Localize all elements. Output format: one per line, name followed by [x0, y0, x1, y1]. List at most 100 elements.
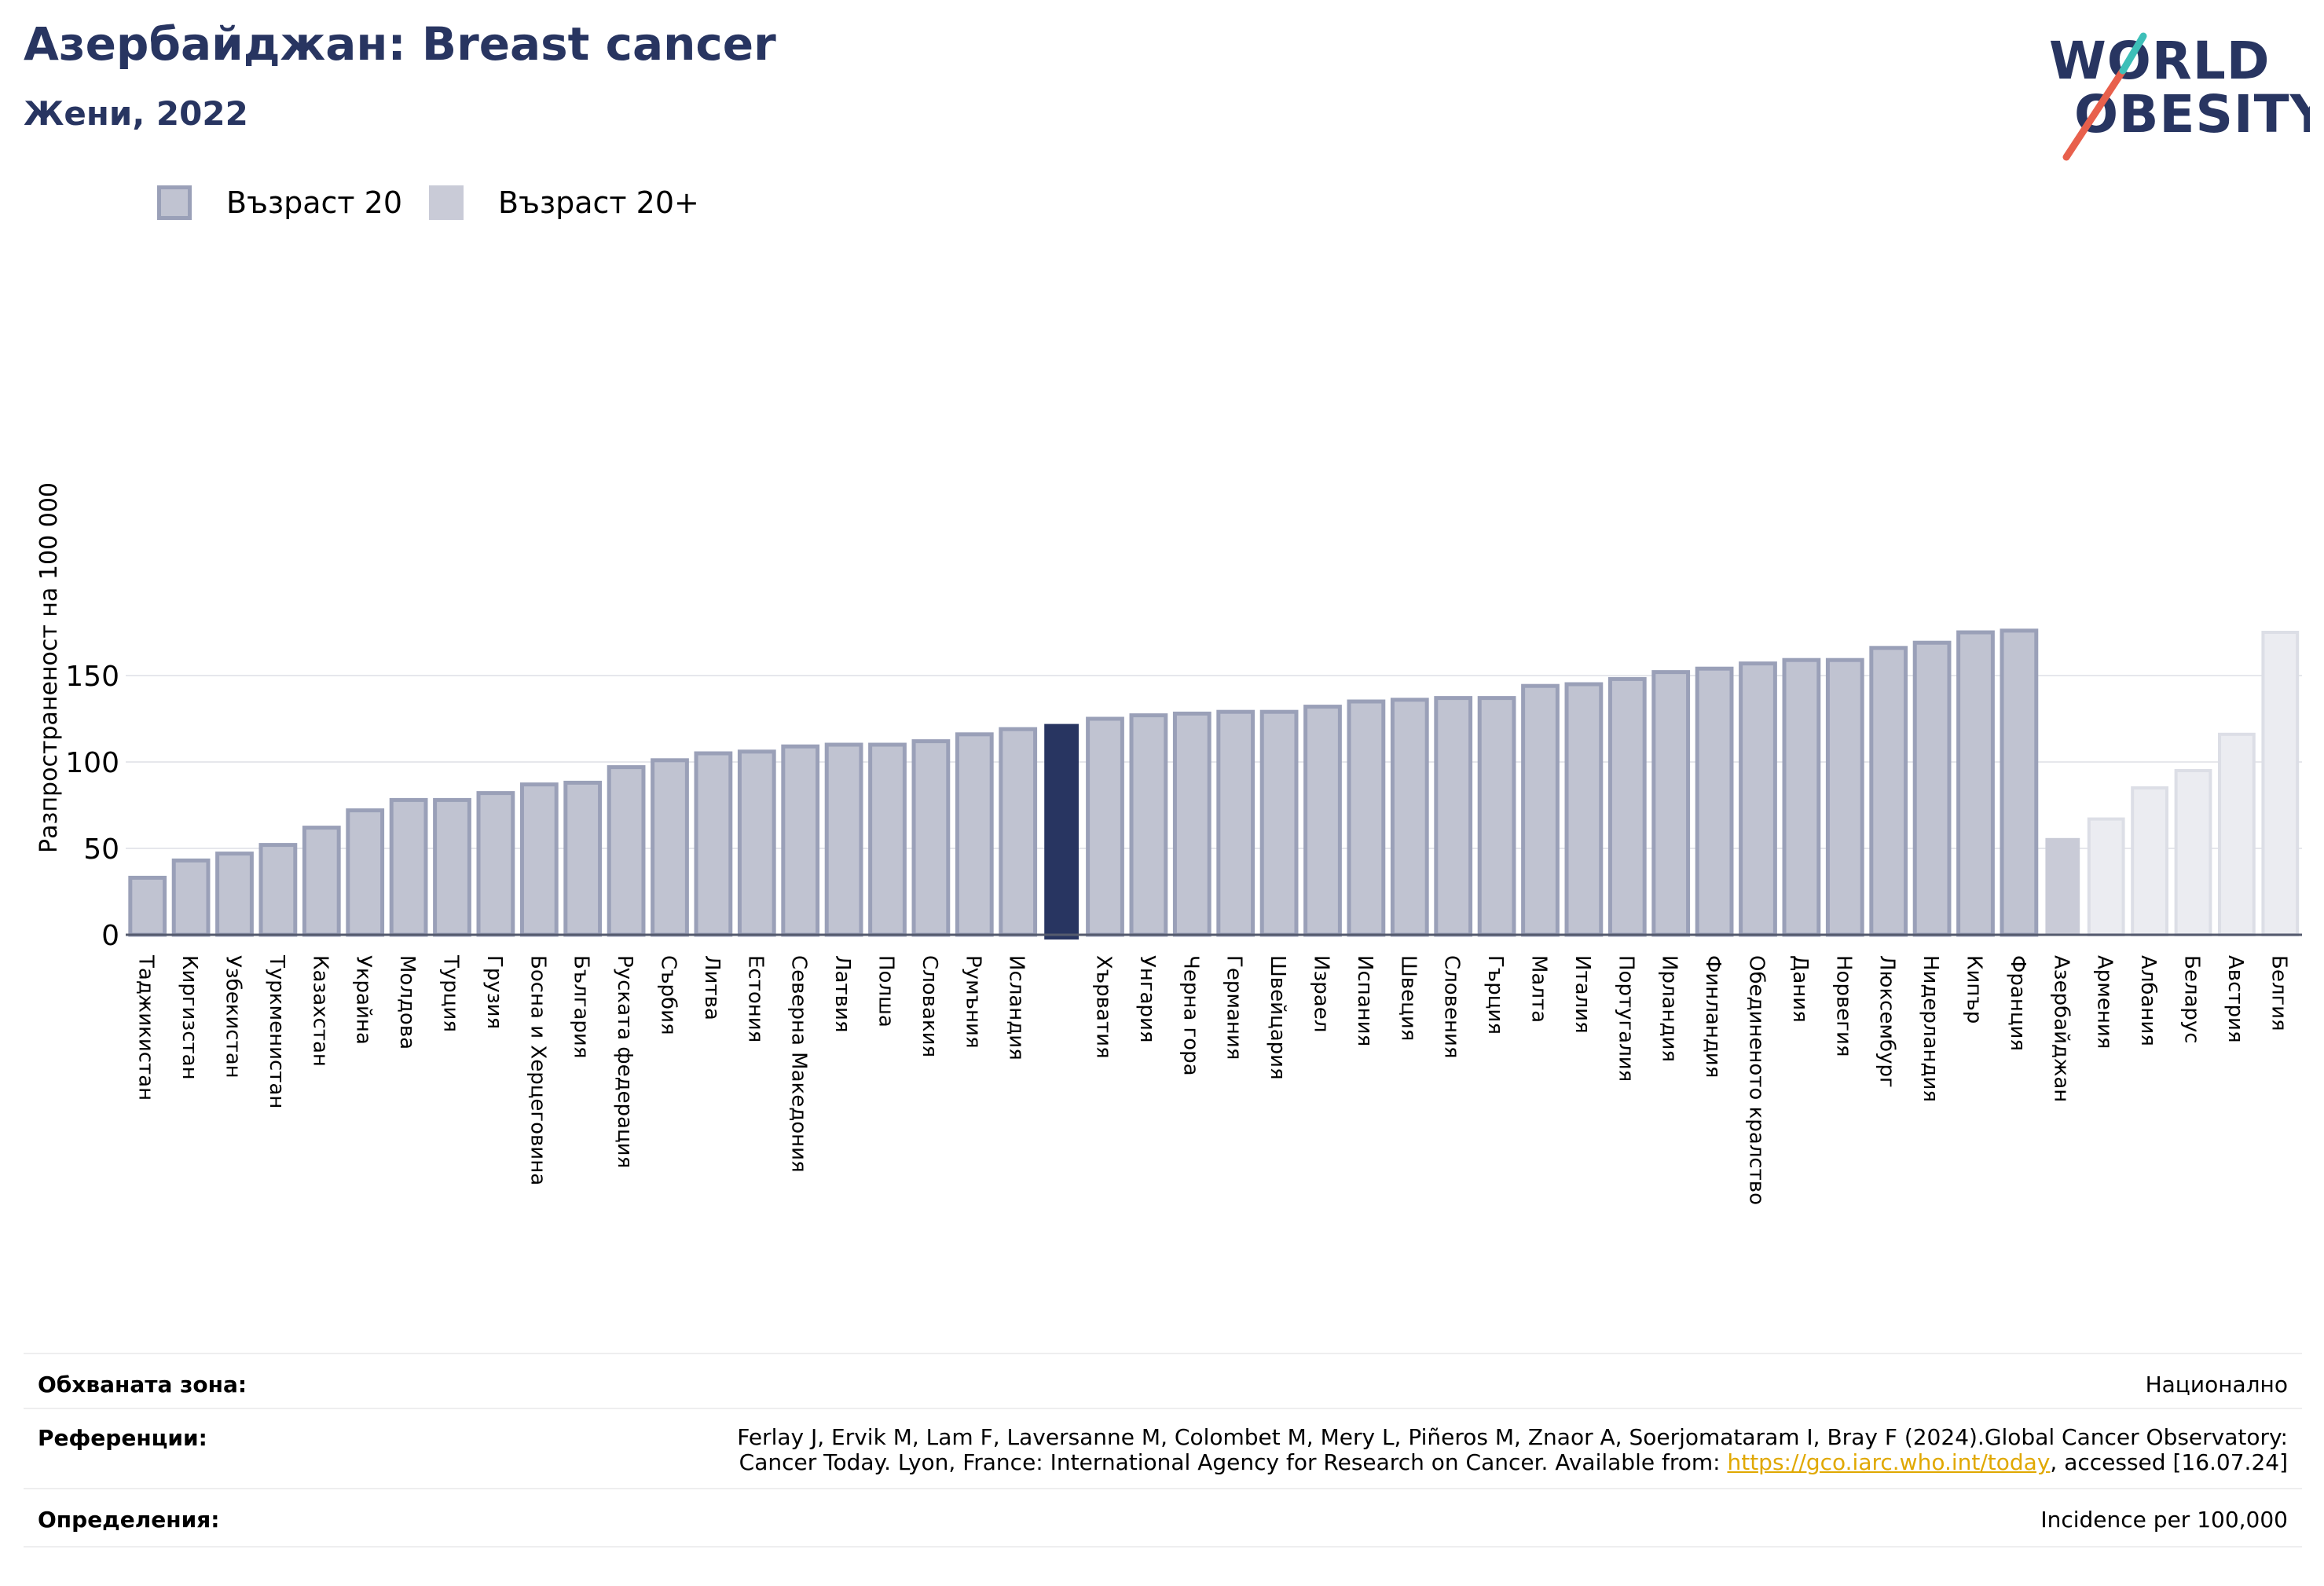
legend-item-age-20-plus[interactable]: Възраст 20+ [429, 185, 699, 220]
bar-Беларус[interactable] [2174, 769, 2212, 936]
logo-slash-teal [2119, 32, 2147, 75]
x-tick-label: Португалия [1614, 955, 1637, 1082]
bar-Албания[interactable] [2131, 786, 2168, 936]
bar-Хърватия[interactable] [1086, 716, 1124, 937]
x-tick-label: България [570, 955, 593, 1058]
bar-Обединеното кралство[interactable] [1739, 661, 1777, 937]
x-tick-label: Беларус [2180, 955, 2204, 1044]
bar-Швейцария[interactable] [1259, 709, 1299, 937]
y-tick-label: 150 [65, 661, 119, 693]
bar-Румъния[interactable] [955, 732, 994, 937]
bar-Узбекистан[interactable] [215, 852, 254, 937]
x-tick-label: Естония [743, 955, 767, 1042]
chart-bars [128, 628, 2300, 940]
x-tick-label: Словакия [918, 955, 941, 1057]
bar-Армения[interactable] [2087, 817, 2125, 936]
bar-Гърция[interactable] [1477, 696, 1516, 937]
bar-Франция[interactable] [2000, 628, 2039, 937]
x-tick-label: Туркменистан [265, 954, 288, 1108]
bar-Естония[interactable] [737, 749, 776, 937]
x-tick-label: Турция [439, 954, 463, 1032]
logo-text-obesity: OBESITY [2074, 84, 2310, 145]
x-tick-label: Черна гора [1178, 955, 1202, 1076]
page-subtitle: Жени, 2022 [24, 94, 248, 133]
bar-Азербайджан[interactable] [2045, 837, 2080, 935]
page-title: Азербайджан: Breast cancer [24, 17, 776, 71]
bar-България[interactable] [563, 780, 603, 937]
bar-Сърбия[interactable] [651, 758, 689, 937]
bar-Грузия[interactable] [476, 791, 515, 937]
references-line-2-start: Cancer Today. Lyon, France: Internationa… [739, 1449, 1728, 1475]
bar-Полша[interactable] [868, 742, 907, 937]
bar-Белгия[interactable] [2261, 631, 2300, 936]
bar-Босна и Херцеговина[interactable] [519, 782, 559, 937]
bar-Казахстан[interactable] [302, 826, 341, 937]
bar-Италия[interactable] [1564, 682, 1604, 937]
bar-Кипър[interactable] [1956, 630, 1995, 937]
x-tick-label: Руската федерация [613, 955, 636, 1168]
bar-Словакия[interactable] [911, 739, 951, 937]
bar-Нидерландия[interactable] [1912, 640, 1952, 937]
legend-swatch-age-20-plus [429, 185, 464, 220]
coverage-label: Обхваната зона: [38, 1372, 247, 1397]
bar-Литва[interactable] [694, 751, 733, 937]
bar-Словения[interactable] [1434, 696, 1473, 937]
x-tick-label: Норвегия [1831, 955, 1855, 1057]
bar-Северна Македония[interactable] [781, 744, 820, 937]
info-row-definitions: Определения: Incidence per 100,000 [24, 1488, 2302, 1548]
x-tick-label: Швейцария [1266, 955, 1289, 1080]
bar-Туркменистан[interactable] [258, 843, 298, 937]
bar-Черна гора[interactable] [1172, 711, 1211, 937]
bar-Норвегия[interactable] [1825, 657, 1864, 937]
chart-legend: Възраст 20 Възраст 20+ [157, 182, 726, 223]
bar-Руската федерация[interactable] [607, 765, 646, 937]
bar-Дания[interactable] [1782, 657, 1821, 937]
info-row-coverage: Обхваната зона: Национално [24, 1353, 2302, 1409]
references-line-1: Ferlay J, Ervik M, Lam F, Laversanne M, … [737, 1424, 2288, 1450]
x-tick-label: Нидерландия [1919, 955, 1942, 1102]
bar-Украйна[interactable] [346, 808, 385, 937]
legend-item-age-20[interactable]: Възраст 20 [157, 185, 402, 220]
bar-Унгария[interactable] [1129, 713, 1168, 937]
bar-Австрия[interactable] [2218, 732, 2256, 936]
x-tick-label: Армения [2093, 955, 2117, 1049]
x-tick-label: Исландия [1005, 955, 1028, 1060]
logo-text-world: WORLD [2049, 31, 2271, 91]
y-axis-ticks: 0 50 100 150 [65, 661, 119, 952]
bar-Киргизстан[interactable] [171, 858, 211, 937]
bar-Германия[interactable] [1216, 709, 1255, 937]
coverage-value: Национално [2145, 1372, 2288, 1397]
x-tick-label: Азербайджан [2049, 955, 2073, 1102]
x-tick-label: Узбекистан [222, 955, 245, 1079]
references-line-2: Cancer Today. Lyon, France: Internationa… [737, 1450, 2288, 1475]
x-tick-label: Латвия [830, 955, 854, 1033]
bar-Португалия[interactable] [1607, 676, 1647, 937]
x-tick-label: Люксембург [1875, 955, 1899, 1088]
bar-Малта[interactable] [1521, 683, 1560, 937]
legend-label-age-20: Възраст 20 [226, 185, 402, 220]
x-tick-label: Казахстан [308, 955, 332, 1067]
logo-slash-red [2062, 67, 2127, 161]
references-link[interactable]: https://gco.iarc.who.int/today [1727, 1449, 2051, 1475]
x-tick-label: Киргизстан [178, 955, 201, 1080]
bar-Молдова[interactable] [389, 797, 428, 937]
y-tick-label: 100 [65, 747, 119, 779]
bar-Ирландия[interactable] [1651, 670, 1691, 937]
bar-Исландия[interactable] [999, 727, 1038, 937]
info-panel: Обхваната зона: Национално Референции: F… [24, 1353, 2302, 1549]
bar-Турция[interactable] [433, 797, 471, 937]
legend-label-age-20-plus: Възраст 20+ [498, 185, 699, 220]
world-obesity-logo: WORLD OBESITY [2049, 31, 2310, 161]
y-tick-label: 50 [83, 833, 119, 866]
bar-Финландия[interactable] [1695, 666, 1734, 937]
y-tick-label: 0 [101, 920, 119, 952]
bar-Швеция[interactable] [1390, 698, 1429, 937]
bar-Люксембург[interactable] [1869, 646, 1908, 937]
x-tick-label: Хърватия [1092, 955, 1116, 1059]
bar-Испания[interactable] [1347, 699, 1386, 937]
bar-Таджикистан[interactable] [128, 875, 167, 937]
bar-highlight[interactable] [1044, 723, 1079, 940]
bar-Израел[interactable] [1303, 705, 1342, 937]
bar-Латвия[interactable] [824, 742, 863, 937]
x-tick-label: Обединеното кралство [1745, 955, 1769, 1205]
